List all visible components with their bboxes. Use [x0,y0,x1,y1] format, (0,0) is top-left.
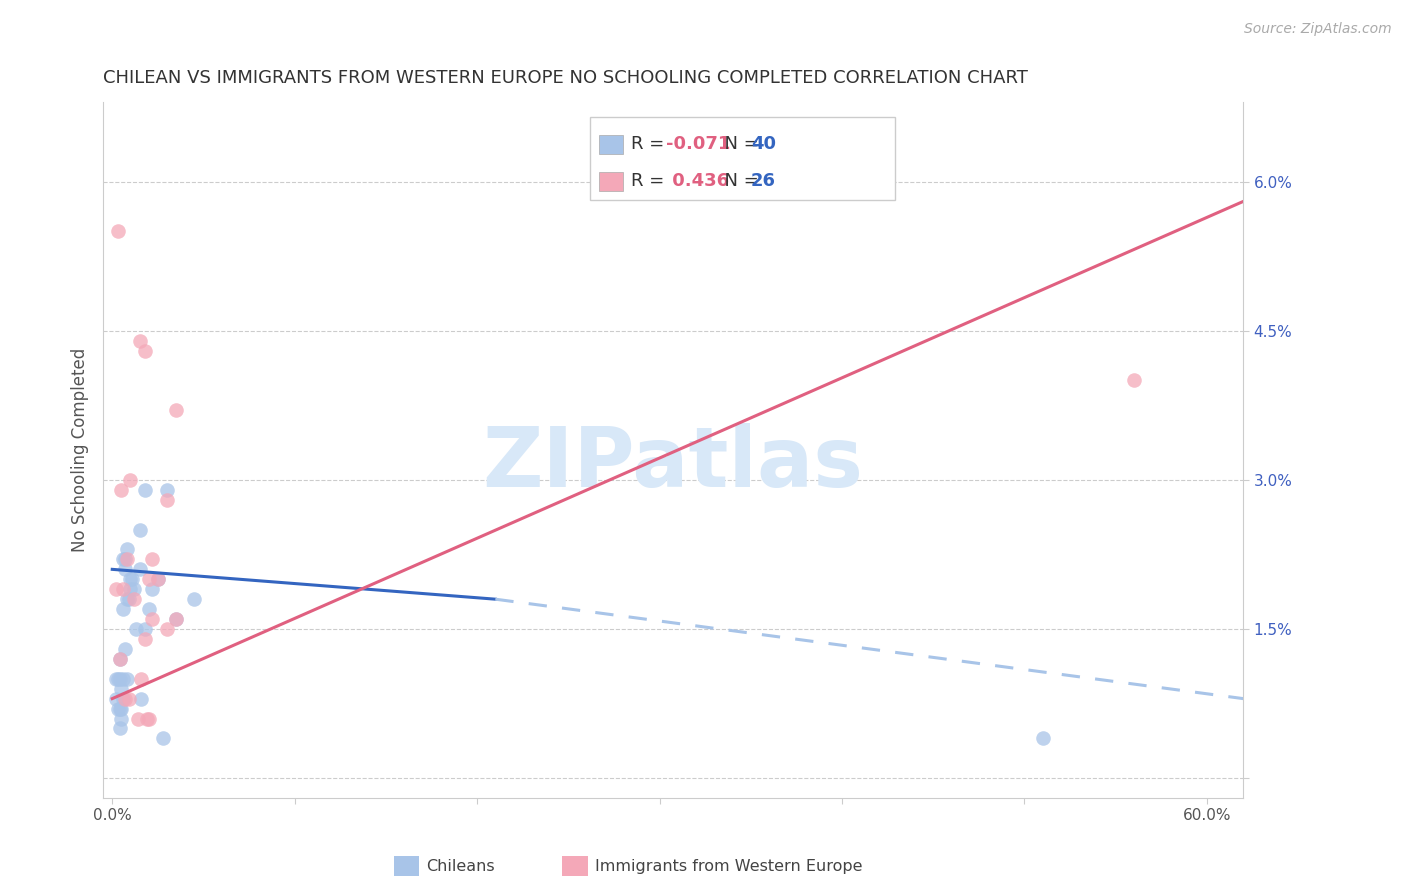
Point [183,592,205,607]
Point [108,652,131,666]
Point [122,592,145,607]
Point [112,691,135,706]
Point [121,572,143,586]
Point [112,672,135,686]
Point [125,622,148,636]
Point [165,612,187,626]
Point [141,582,163,597]
Point [108,652,131,666]
Text: 26: 26 [751,172,776,191]
Point [138,572,160,586]
Point [134,632,156,646]
Point [165,612,187,626]
Point [120,572,142,586]
Text: CHILEAN VS IMMIGRANTS FROM WESTERN EUROPE NO SCHOOLING COMPLETED CORRELATION CHA: CHILEAN VS IMMIGRANTS FROM WESTERN EUROP… [103,69,1028,87]
Point [108,672,131,686]
Text: ZIPatlas: ZIPatlas [482,424,863,505]
Point [141,552,163,566]
Point [146,572,169,586]
Text: 0.436: 0.436 [666,172,730,191]
Point [165,403,187,417]
Point [135,712,157,726]
Text: N =: N = [713,136,765,153]
Point [112,582,135,597]
Point [114,641,136,656]
Y-axis label: No Schooling Completed: No Schooling Completed [72,348,89,552]
Point [152,731,174,746]
Point [114,552,136,566]
Point [128,523,150,537]
Point [118,691,141,706]
Point [156,492,179,507]
Point [122,582,145,597]
Point [134,483,156,497]
Point [115,552,138,566]
Point [114,691,136,706]
Point [110,483,132,497]
Point [115,592,138,607]
Point [120,582,142,597]
Point [1122,373,1144,387]
Point [141,612,163,626]
Point [127,712,149,726]
Point [134,343,156,358]
Point [112,602,135,616]
Point [115,542,138,557]
Point [115,672,138,686]
Text: 40: 40 [751,136,776,153]
Point [110,712,132,726]
Point [1032,731,1054,746]
Point [107,224,129,238]
Point [112,552,135,566]
Point [134,622,156,636]
Point [118,592,141,607]
Text: Source: ZipAtlas.com: Source: ZipAtlas.com [1244,22,1392,37]
Point [120,473,142,487]
Point [128,562,150,576]
Point [131,672,153,686]
Point [104,672,127,686]
Point [104,691,127,706]
Text: R =: R = [631,172,671,191]
Text: R =: R = [631,136,671,153]
Point [104,582,127,597]
Text: N =: N = [713,172,765,191]
Point [110,681,132,696]
Text: Immigrants from Western Europe: Immigrants from Western Europe [595,859,862,873]
Point [131,691,153,706]
Point [156,622,179,636]
Point [110,701,132,715]
Point [156,483,179,497]
Point [114,562,136,576]
Point [108,722,131,736]
Point [138,712,160,726]
Point [128,334,150,348]
Point [146,572,169,586]
Point [108,701,131,715]
Text: -0.071: -0.071 [666,136,731,153]
Point [107,672,129,686]
Text: Chileans: Chileans [426,859,495,873]
Point [138,602,160,616]
Point [107,701,129,715]
